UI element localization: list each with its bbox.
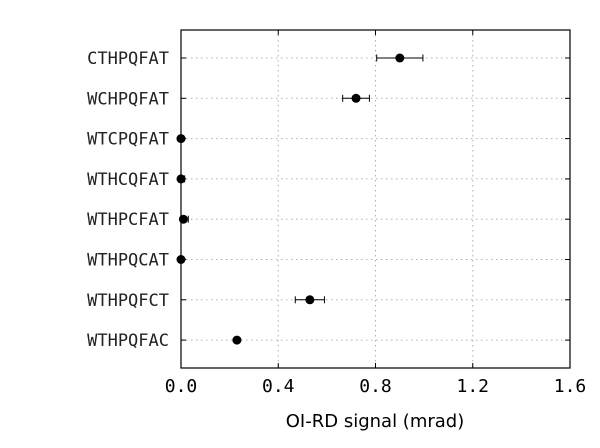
category-label: WTHPQFCT [87,291,169,311]
data-point [232,335,242,345]
category-label: WTCPQFAT [87,130,169,150]
category-label: WTHPCFAT [87,210,169,230]
x-tick-label: 0.0 [165,376,198,397]
data-point [351,93,361,103]
category-label: WTHPQCAT [87,251,169,271]
data-point [395,53,405,63]
ticks-layer [180,30,571,368]
grid-layer [181,30,570,368]
x-tick-label: 1.2 [456,376,489,397]
category-label: CTHPQFAT [87,49,169,69]
category-label: WTHPQFAC [87,331,169,351]
data-point [305,295,315,305]
x-tick-label: 1.6 [554,376,587,397]
category-label: WCHPQFAT [87,89,169,109]
x-tick-label: 0.4 [262,376,295,397]
x-axis-title: OI-RD signal (mrad) [286,411,464,432]
marks-layer [176,53,424,345]
x-tick-label: 0.8 [359,376,392,397]
labels-layer: 0.0 0.4 0.8 1.2 1.6 CTHPQFAT WCHPQFAT WTCPQFAT W… [87,49,586,397]
category-label: WTHCQFAT [87,170,169,190]
